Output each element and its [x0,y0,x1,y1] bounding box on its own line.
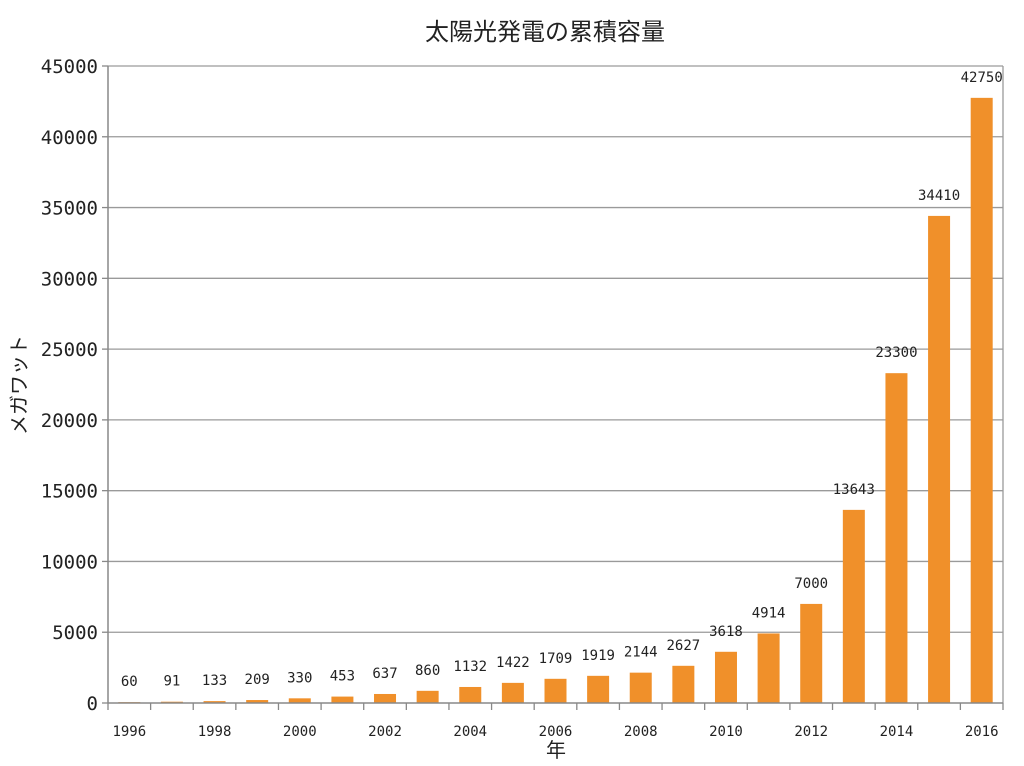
x-tick-label: 1996 [112,724,146,740]
data-label: 1919 [581,648,615,664]
data-label: 637 [372,666,397,682]
y-tick-label: 25000 [41,339,98,361]
bar-2015 [928,215,951,703]
bar-2000 [288,698,311,703]
x-tick-label: 2006 [539,724,573,740]
data-label: 1422 [496,655,530,671]
x-tick-label: 2008 [624,724,658,740]
data-label: 453 [330,669,355,685]
bar-2014 [885,373,908,703]
x-tick-label: 2000 [283,724,317,740]
x-tick-label: 2010 [709,724,743,740]
y-tick-label: 30000 [41,268,98,290]
bar-2001 [331,696,354,703]
y-tick-label: 40000 [41,127,98,149]
data-label: 42750 [961,70,1003,86]
data-label: 2627 [666,638,700,654]
data-label: 7000 [794,576,828,592]
bar-2010 [714,651,737,703]
y-tick-label: 0 [87,693,98,715]
bar-2007 [587,675,610,703]
y-tick-label: 20000 [41,410,98,432]
bar-1998 [203,701,226,703]
x-tick-label: 2002 [368,724,402,740]
bar-2009 [672,665,695,703]
data-label: 2144 [624,645,658,661]
chart-title: 太陽光発電の累積容量 [425,18,665,46]
data-label: 23300 [875,345,917,361]
x-tick-label: 2014 [880,724,914,740]
y-tick-label: 45000 [41,56,98,78]
data-label: 133 [202,673,227,689]
bar-2012 [800,603,823,703]
data-label: 13643 [833,482,875,498]
data-label: 330 [287,670,312,686]
bar-2006 [544,678,567,703]
bar-2013 [842,509,865,703]
y-tick-label: 5000 [52,622,98,644]
x-tick-label: 1998 [198,724,232,740]
bar-2016 [970,97,993,704]
data-label: 860 [415,663,440,679]
x-axis-label: 年 [546,738,566,762]
bar-2003 [416,690,439,703]
x-tick-label: 2004 [453,724,487,740]
data-label: 60 [121,674,138,690]
bar-1999 [246,700,269,703]
y-tick-label: 15000 [41,481,98,503]
x-tick-label: 2012 [794,724,828,740]
y-axis-label: メガワット [7,335,31,435]
data-label: 3618 [709,624,743,640]
data-label: 91 [163,674,180,690]
data-label: 1709 [539,651,573,667]
y-tick-label: 10000 [41,551,98,573]
x-tick-label: 2016 [965,724,999,740]
bar-2011 [757,633,780,703]
data-label: 1132 [453,659,487,675]
data-label: 4914 [752,605,786,621]
data-label: 34410 [918,188,960,204]
y-tick-label: 35000 [41,198,98,220]
bar-2002 [374,693,397,703]
data-label: 209 [245,672,270,688]
bar-2004 [459,686,482,703]
bar-2008 [629,672,652,703]
bar-2005 [501,682,524,703]
